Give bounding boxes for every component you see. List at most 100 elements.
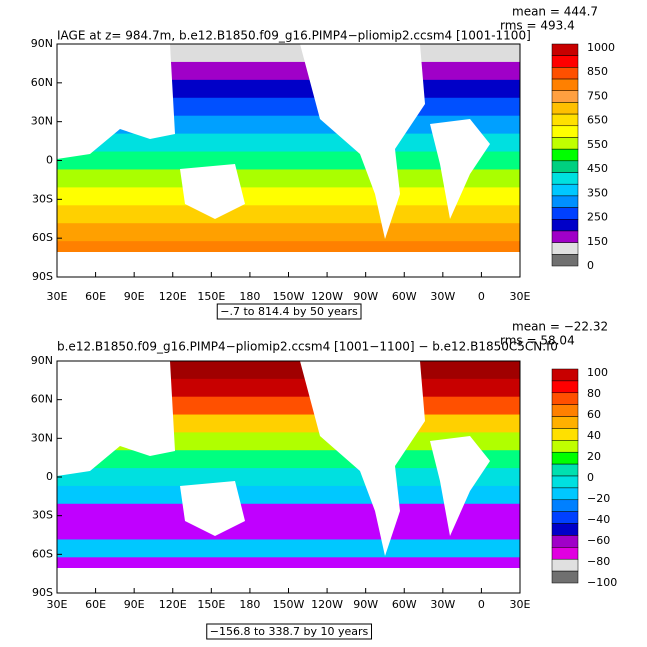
colorbar-label: 750 — [587, 89, 608, 102]
land — [430, 119, 490, 219]
land — [57, 361, 175, 476]
colorbar-box — [551, 404, 579, 417]
colorbar-label: −60 — [587, 534, 610, 547]
lat-label: 30N — [31, 115, 53, 128]
colorbar-box — [551, 535, 579, 548]
colorbar-box — [551, 428, 579, 441]
colorbar-box — [551, 475, 579, 489]
lon-label: 150E — [197, 598, 225, 611]
lon-label: 60E — [85, 290, 106, 303]
colorbar-box — [551, 570, 579, 584]
colorbar-box — [551, 125, 579, 138]
range-box — [216, 303, 362, 320]
field-band — [57, 169, 520, 188]
lat-label: 30S — [32, 509, 53, 522]
mean-label: mean = 444.7 — [512, 5, 598, 19]
colorbar-box — [551, 440, 579, 453]
colorbar-box — [551, 67, 579, 80]
lon-label: 30E — [510, 598, 531, 611]
colorbar-label: 550 — [587, 138, 608, 151]
colorbar-box — [551, 183, 579, 197]
colorbar-box — [551, 523, 579, 536]
colorbar-label: −80 — [587, 555, 610, 568]
lon-label: 90E — [124, 598, 145, 611]
colorbar-box — [551, 416, 579, 429]
lat-label: 0 — [46, 154, 53, 167]
colorbar-box — [551, 368, 579, 382]
colorbar-box — [551, 137, 579, 150]
lon-label: 0 — [478, 598, 485, 611]
colorbar-box — [551, 219, 579, 232]
mean-label: mean = −22.32 — [512, 320, 608, 334]
colorbar-box — [551, 499, 579, 512]
field-band — [57, 485, 520, 505]
lon-label: 60E — [85, 598, 106, 611]
colorbar-box — [551, 55, 579, 68]
range-box — [206, 623, 373, 640]
lat-label: 30N — [31, 431, 53, 444]
colorbar-box — [551, 195, 579, 208]
lon-label: 90W — [353, 598, 378, 611]
colorbar-box — [551, 160, 579, 173]
colorbar-box — [551, 230, 579, 243]
lat-label: 60N — [31, 76, 53, 89]
range-label: −156.8 to 338.7 by 10 years — [210, 625, 369, 638]
lat-label: 90S — [32, 270, 53, 283]
field-band — [57, 468, 520, 487]
field-band — [57, 133, 520, 153]
colorbar-box — [551, 487, 579, 501]
colorbar-label: 850 — [587, 65, 608, 78]
lon-label: 90E — [124, 290, 145, 303]
lon-label: 30E — [510, 290, 531, 303]
lat-label: 30S — [32, 192, 53, 205]
lat-label: 0 — [46, 470, 53, 483]
field-band — [57, 503, 520, 523]
colorbar-box — [551, 392, 579, 405]
panel-title: b.e12.B1850.f09_g16.PIMP4−pliomip2.ccsm4… — [57, 340, 558, 354]
colorbar-label: 450 — [587, 162, 608, 175]
field-band — [57, 151, 520, 170]
colorbar-label: 100 — [587, 366, 608, 379]
land — [57, 44, 175, 159]
lon-label: 30W — [430, 598, 455, 611]
field-band — [57, 223, 520, 242]
colorbar-label: 1000 — [587, 41, 615, 54]
colorbar-box — [551, 102, 579, 115]
colorbar-box — [551, 78, 579, 91]
colorbar-label: 20 — [587, 450, 601, 463]
rms-label: rms = 493.4 — [500, 19, 575, 33]
lon-label: 30E — [47, 598, 68, 611]
colorbar-label: 250 — [587, 211, 608, 224]
lon-label: 60W — [392, 598, 417, 611]
colorbar-label: 0 — [587, 259, 594, 272]
colorbar-label: 0 — [587, 471, 594, 484]
colorbar-label: −100 — [587, 576, 617, 589]
colorbar-box — [551, 172, 579, 185]
colorbar-box — [551, 451, 579, 465]
land — [57, 568, 520, 593]
field-band — [57, 450, 520, 469]
colorbar-box — [551, 242, 579, 255]
field-band — [57, 539, 520, 558]
lon-label: 150W — [273, 598, 305, 611]
lon-label: 0 — [478, 290, 485, 303]
field-band — [57, 187, 520, 206]
land — [57, 252, 520, 277]
lat-label: 90N — [31, 354, 53, 367]
colorbar-label: 650 — [587, 114, 608, 127]
colorbar-label: 40 — [587, 429, 601, 442]
colorbar-box — [551, 43, 579, 56]
colorbar-label: −40 — [587, 513, 610, 526]
lon-label: 90W — [353, 290, 378, 303]
field-band — [57, 521, 520, 540]
lat-label: 90S — [32, 586, 53, 599]
lat-label: 90N — [31, 37, 53, 50]
colorbar-box — [551, 148, 579, 162]
colorbar-box — [551, 113, 579, 127]
lon-label: 30E — [47, 290, 68, 303]
lon-label: 120E — [159, 598, 187, 611]
land — [300, 44, 425, 239]
lon-label: 30W — [430, 290, 455, 303]
